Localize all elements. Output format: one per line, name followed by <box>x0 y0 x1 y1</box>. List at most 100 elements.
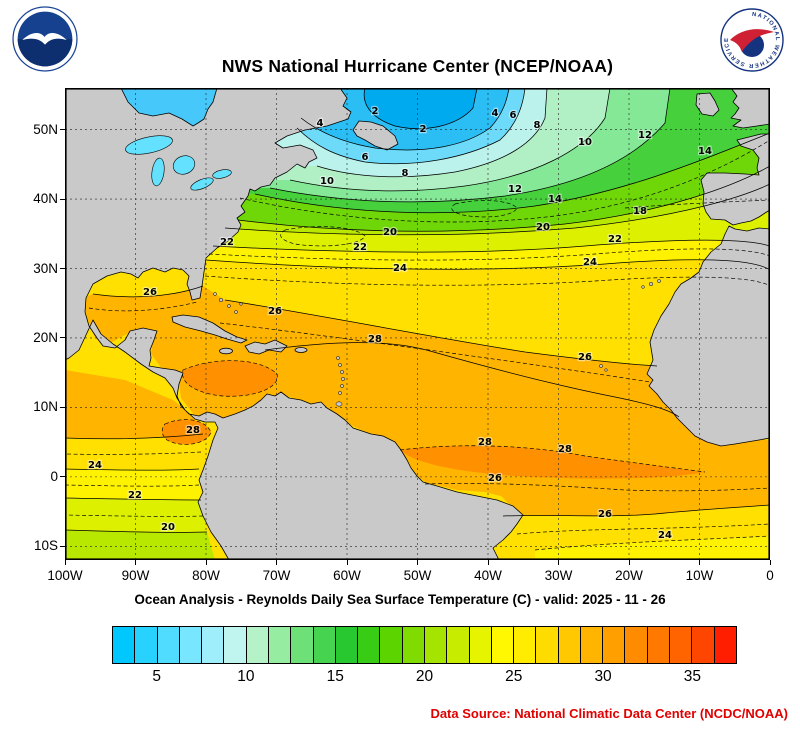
nws-bird-icon <box>730 29 774 52</box>
colorbar-cell <box>268 627 292 663</box>
lat-tick-label: 20N <box>33 329 58 345</box>
colorbar-cell <box>179 627 203 663</box>
contour-value-label: 28 <box>368 334 382 345</box>
lon-tick-mark <box>769 560 771 565</box>
contour-value-label: 28 <box>558 444 572 455</box>
contour-value-label: 24 <box>88 460 102 471</box>
puerto-rico-landmass <box>294 347 308 353</box>
lat-tick-mark <box>60 268 65 270</box>
lon-tick-mark <box>699 560 700 565</box>
cuba-landmass <box>171 314 248 344</box>
contour-value-label: 26 <box>598 509 612 520</box>
contour-value-label: 4 <box>492 108 499 119</box>
contour-value-label: 12 <box>508 184 522 195</box>
lat-tick-mark <box>60 476 65 478</box>
lat-tick-label: 30N <box>33 260 58 276</box>
contour-value-label: 10 <box>578 137 592 148</box>
contour-value-label: 2 <box>420 124 427 135</box>
colorbar-cell <box>157 627 180 663</box>
map-caption: Ocean Analysis - Reynolds Daily Sea Surf… <box>134 592 666 607</box>
colorbar-cell <box>558 627 581 663</box>
colorbar-cell <box>647 627 671 663</box>
colorbar-cell <box>424 627 448 663</box>
contour-value-label: 20 <box>161 522 175 533</box>
lon-tick-mark <box>487 560 489 565</box>
lon-tick-label: 20W <box>615 568 643 583</box>
colorbar-cell <box>603 627 626 663</box>
lon-tick-label: 70W <box>262 568 291 583</box>
lon-tick-mark <box>205 560 207 565</box>
colorbar-cell <box>224 627 247 663</box>
contour-value-label: 26 <box>488 473 502 484</box>
contour-value-label: 28 <box>478 437 492 448</box>
grid-lines <box>65 88 770 560</box>
noaa-seagull-icon <box>22 32 67 45</box>
contour-value-label: 6 <box>362 152 369 163</box>
canary-islands <box>641 279 661 289</box>
contour-value-label: 14 <box>548 194 562 205</box>
colorbar-tick-label: 30 <box>594 668 612 685</box>
newfoundland-landmass <box>352 120 399 151</box>
colorbar-cell <box>202 627 225 663</box>
colorbar-cell <box>358 627 381 663</box>
colorbar-tick-label: 15 <box>326 668 344 685</box>
nws-logo: NATIONAL WEATHER SERVICE <box>720 8 784 72</box>
contour-value-label: 20 <box>536 222 550 233</box>
contour-value-label: 20 <box>383 227 397 238</box>
contour-value-label: 24 <box>658 530 672 541</box>
contour-value-label: 26 <box>268 306 282 317</box>
lon-tick-label: 50W <box>403 568 432 583</box>
colorbar-tick-label: 10 <box>237 668 255 685</box>
colorbar-cell <box>469 627 492 663</box>
bahamas-islands <box>213 292 243 314</box>
colorbar-cell <box>246 627 269 663</box>
colorbar-tick-label: 20 <box>415 668 434 685</box>
great-britain-landmass <box>730 88 770 129</box>
contour-value-label: 24 <box>583 257 597 268</box>
colorbar-cell <box>625 627 648 663</box>
noaa-logo-sea <box>17 39 73 67</box>
ireland-landmass <box>695 92 720 117</box>
lat-tick-label: 10S <box>33 538 58 554</box>
contour-value-label: 28 <box>186 425 200 436</box>
colorbar-cell <box>113 627 136 663</box>
lon-tick-mark <box>135 560 136 565</box>
page-title: NWS National Hurricane Center (NCEP/NOAA… <box>221 56 614 76</box>
cape-verde-islands <box>599 364 608 372</box>
lon-tick-label: 10W <box>685 568 714 583</box>
lat-tick-label: 50N <box>33 121 58 137</box>
contour-value-label: 14 <box>698 146 712 157</box>
lon-tick-label: 40W <box>474 568 502 583</box>
contour-value-label: 22 <box>220 237 234 248</box>
lon-tick-mark <box>417 560 418 565</box>
lon-tick-label: 30W <box>544 568 573 583</box>
contour-value-label: 26 <box>578 352 592 363</box>
contour-value-label: 24 <box>393 263 407 274</box>
colorbar-cell <box>714 627 736 663</box>
lat-tick-mark <box>60 406 65 408</box>
lon-tick-mark <box>346 560 348 565</box>
lon-tick-mark <box>64 560 66 565</box>
contour-value-label: 10 <box>320 176 334 187</box>
lat-tick-label: 0 <box>50 468 58 484</box>
temperature-colorbar <box>112 626 737 664</box>
lesser-antilles-islands <box>335 356 345 407</box>
contour-value-label: 12 <box>638 130 652 141</box>
lat-tick-label: 40N <box>33 191 58 207</box>
contour-value-label: 22 <box>128 490 142 501</box>
colorbar-cell <box>580 627 604 663</box>
lat-tick-label: 10N <box>33 399 58 415</box>
colorbar-cell <box>380 627 403 663</box>
contour-value-label: 6 <box>510 110 517 121</box>
jamaica-landmass <box>219 347 233 355</box>
temperature-contours <box>65 88 770 551</box>
contour-value-label: 8 <box>402 168 409 179</box>
lon-tick-mark <box>558 560 559 565</box>
colorbar-cell <box>536 627 559 663</box>
lon-tick-label: 100W <box>47 568 83 583</box>
lon-tick-label: 0 <box>766 568 774 583</box>
contour-value-label: 18 <box>633 206 647 217</box>
lat-tick-mark <box>60 198 65 200</box>
